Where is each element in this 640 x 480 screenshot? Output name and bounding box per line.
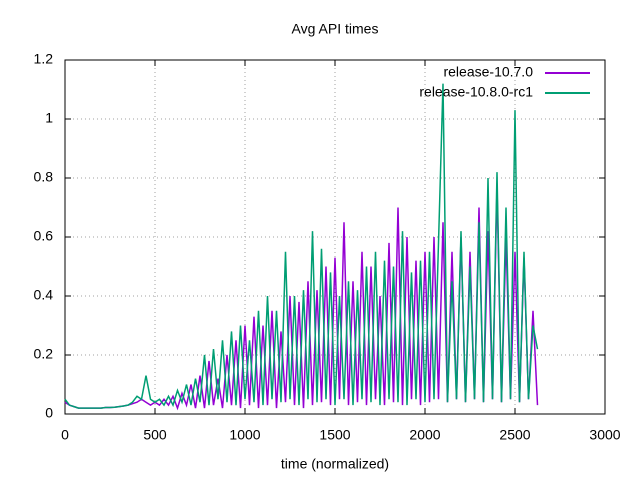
x-tick-label: 500 [143,427,167,443]
x-tick-label: 1500 [319,427,350,443]
y-tick-label: 0.2 [34,346,54,362]
y-tick-label: 0.6 [34,228,54,244]
plot-border [64,59,606,415]
data-line [64,83,539,409]
y-tick-label: 0.8 [34,169,54,185]
legend-label: release-10.7.0 [443,64,533,80]
y-tick-label: 1 [45,110,53,126]
legend-label: release-10.8.0-rc1 [419,84,533,100]
x-axis-label: time (normalized) [281,456,389,472]
x-tick-label: 3000 [589,427,620,443]
x-tick-label: 1000 [229,427,260,443]
x-tick-label: 2000 [409,427,440,443]
chart-title: Avg API times [292,21,379,37]
y-tick-label: 0 [45,405,53,421]
y-tick-label: 1.2 [34,51,54,67]
x-tick-label: 0 [61,427,69,443]
y-tick-label: 0.4 [34,287,54,303]
x-tick-label: 2500 [499,427,530,443]
